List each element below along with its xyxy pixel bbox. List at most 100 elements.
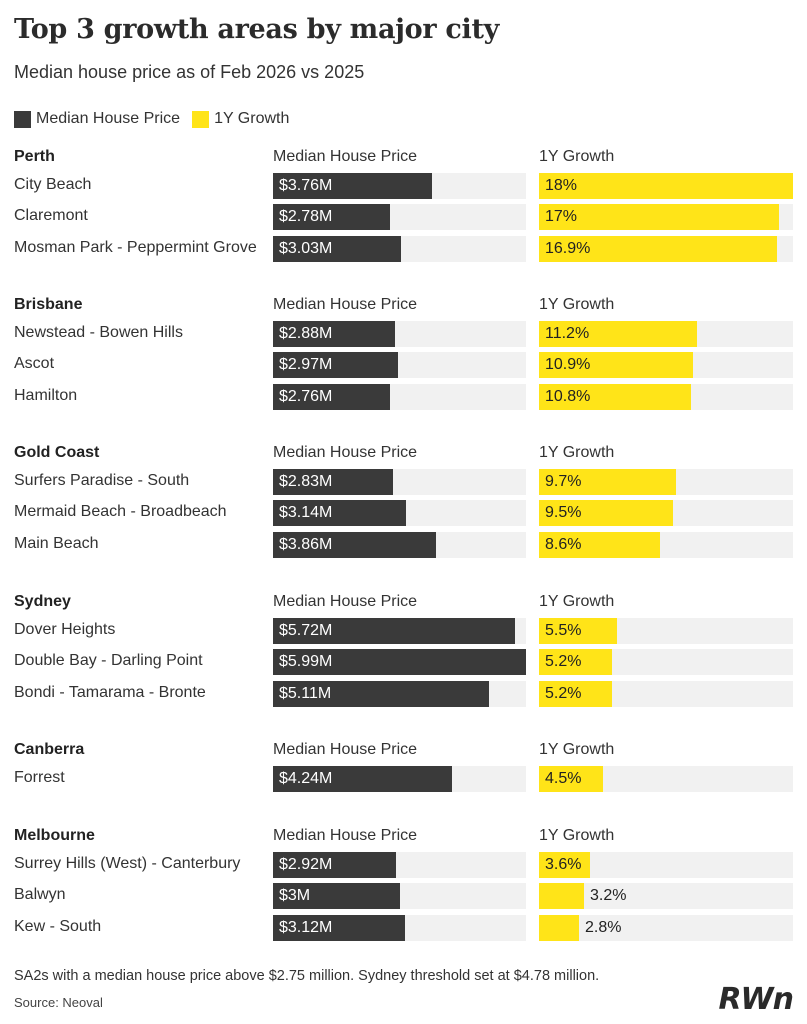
growth-track [539,914,793,941]
growth-column-header: 1Y Growth [539,593,615,610]
growth-bar [539,883,584,910]
legend-item-growth: 1Y Growth [192,110,289,128]
growth-bar [539,680,612,707]
price-value-label: $2.88M [279,325,333,342]
area-label: Mosman Park - Peppermint Grove [14,238,257,256]
growth-column-header: 1Y Growth [539,296,615,313]
price-bar [273,469,393,495]
growth-bar [539,531,660,558]
legend: Median House Price 1Y Growth [14,110,301,128]
price-value-label: $5.99M [279,653,333,671]
price-value-label: $2.78M [279,208,333,226]
area-label: Hamilton [14,386,78,404]
area-label: Dover Heights [14,621,116,638]
growth-value-label: 9.7% [545,473,582,490]
growth-value-label: 9.5% [545,504,582,522]
growth-bar [539,383,691,410]
growth-bar [539,618,617,644]
price-column-header: Median House Price [273,827,418,844]
price-bar [273,383,390,410]
brand-logo: RWn [718,982,794,1017]
price-bar [273,883,400,910]
growth-value-label: 3.2% [590,887,627,905]
price-value-label: $3.03M [279,239,333,257]
price-value-label: $2.76M [279,387,333,405]
growth-column-header: 1Y Growth [539,741,615,758]
price-bar [273,321,395,347]
growth-value-label: 8.6% [545,535,582,553]
price-column-header: Median House Price [273,296,418,313]
growth-bar [539,649,612,676]
price-bar [273,352,398,379]
price-bar [273,204,390,231]
price-column-header: Median House Price [273,444,418,461]
price-value-label: $3.76M [279,177,333,194]
growth-bar [539,352,693,379]
footnote: SA2s with a median house price above $2.… [14,968,600,984]
growth-value-label: 5.2% [545,653,582,671]
price-bar [273,173,432,199]
growth-value-label: 3.6% [545,856,582,873]
growth-value-label: 4.5% [545,770,582,787]
growth-column-header: 1Y Growth [539,148,615,165]
price-bar [273,531,436,558]
city-heading: Gold Coast [14,444,100,461]
chart-subtitle: Median house price as of Feb 2026 vs 202… [14,62,365,82]
growth-column-header: 1Y Growth [539,444,615,461]
price-column-header: Median House Price [273,148,418,165]
price-value-label: $2.83M [279,473,333,490]
price-bar [273,914,405,941]
area-label: Double Bay - Darling Point [14,652,203,670]
price-value-label: $3.86M [279,535,333,553]
area-label: Surrey Hills (West) - Canterbury [14,855,241,872]
price-column-header: Median House Price [273,593,418,610]
area-label: Ascot [14,355,55,373]
area-label: Main Beach [14,534,99,552]
source-note: Source: Neoval [14,995,103,1010]
legend-swatch-price [14,110,31,128]
area-label: Mermaid Beach - Broadbeach [14,503,227,521]
growth-value-label: 5.2% [545,684,582,702]
growth-bar [539,500,673,527]
price-column-header: Median House Price [273,741,418,758]
growth-value-label: 18% [545,177,578,194]
price-value-label: $3.12M [279,918,333,936]
area-label: City Beach [14,176,92,193]
price-value-label: $4.24M [279,770,333,787]
area-label: Bondi - Tamarama - Bronte [14,683,206,701]
area-label: Forrest [14,769,65,786]
chart-title: Top 3 growth areas by major city [14,14,500,45]
growth-bar [539,235,777,262]
growth-bar [539,914,579,941]
city-heading: Canberra [14,741,85,758]
area-label: Claremont [14,207,88,225]
growth-value-label: 11.2% [545,325,590,342]
price-value-label: $5.72M [279,622,333,639]
growth-bar [539,766,603,792]
price-bar [273,852,396,878]
growth-bar [539,469,676,495]
growth-bar [539,321,697,347]
city-heading: Brisbane [14,296,83,313]
area-label: Surfers Paradise - South [14,472,190,489]
growth-bar [539,852,590,878]
price-value-label: $2.97M [279,356,333,374]
growth-value-label: 17% [545,208,578,226]
price-bar [273,235,401,262]
price-bar [273,680,489,707]
growth-column-header: 1Y Growth [539,827,615,844]
price-value-label: $3.14M [279,504,333,522]
price-bar [273,766,452,792]
price-value-label: $5.11M [279,684,332,702]
area-label: Newstead - Bowen Hills [14,324,183,341]
legend-swatch-growth [192,110,210,128]
growth-bar [539,204,779,231]
city-heading: Perth [14,148,55,165]
price-bar [273,500,406,527]
growth-value-label: 10.8% [545,387,591,405]
legend-label-price: Median House Price [36,110,181,127]
area-label: Kew - South [14,917,102,935]
city-heading: Melbourne [14,827,95,844]
growth-value-label: 2.8% [585,918,622,936]
price-value-label: $2.92M [279,856,333,873]
